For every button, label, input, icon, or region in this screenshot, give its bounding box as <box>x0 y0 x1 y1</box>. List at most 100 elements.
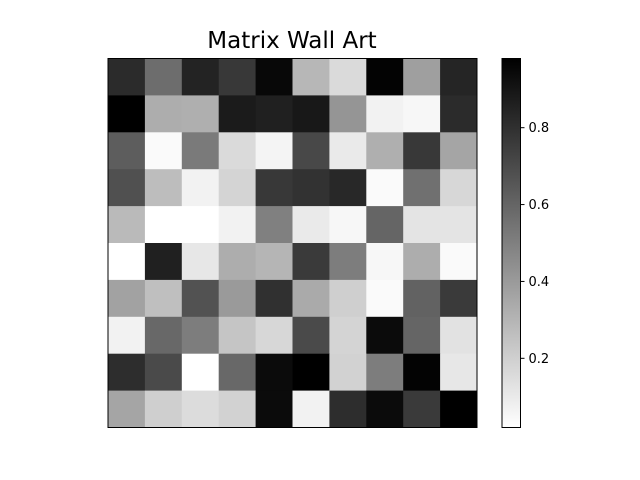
heatmap-cell-r2-c1 <box>144 132 183 170</box>
heatmap-cell-r0-c5 <box>292 58 330 96</box>
heatmap-cell-r1-c9 <box>440 95 478 133</box>
heatmap-cell-r5-c6 <box>329 243 367 281</box>
heatmap-cell-r2-c8 <box>403 132 441 170</box>
heatmap-cell-r9-c6 <box>329 390 367 428</box>
heatmap-cell-r3-c8 <box>403 169 441 207</box>
heatmap-cell-r9-c7 <box>366 390 404 428</box>
heatmap-cell-r7-c3 <box>218 316 256 355</box>
heatmap-cell-r9-c8 <box>403 390 441 428</box>
heatmap-cell-r2-c5 <box>292 132 330 170</box>
heatmap-cell-r5-c0 <box>108 243 146 281</box>
heatmap-cell-r2-c0 <box>108 132 146 170</box>
heatmap-cell-r1-c4 <box>255 95 293 133</box>
heatmap-cell-r7-c9 <box>440 316 478 355</box>
heatmap-cell-r8-c2 <box>181 353 220 391</box>
heatmap-cell-r5-c8 <box>403 243 441 281</box>
heatmap-cell-r2-c7 <box>366 132 404 170</box>
heatmap-cell-r4-c5 <box>292 206 330 244</box>
plot-frame <box>107 58 478 428</box>
heatmap-cell-r7-c4 <box>255 316 293 355</box>
heatmap-cell-r8-c1 <box>144 353 183 391</box>
heatmap-cell-r6-c7 <box>366 279 404 318</box>
heatmap-cell-r7-c1 <box>144 316 183 355</box>
heatmap-cell-r0-c3 <box>218 58 256 96</box>
heatmap-cell-r8-c4 <box>255 353 293 391</box>
heatmap-cell-r1-c5 <box>292 95 330 133</box>
heatmap-cell-r8-c8 <box>403 353 441 391</box>
heatmap-cell-r4-c2 <box>181 206 220 244</box>
heatmap-cell-r3-c6 <box>329 169 367 207</box>
colorbar-tick-label: 0.8 <box>529 121 550 136</box>
heatmap-cell-r5-c9 <box>440 243 478 281</box>
heatmap-cell-r6-c3 <box>218 279 256 318</box>
heatmap-cell-r2-c3 <box>218 132 256 170</box>
chart-title: Matrix Wall Art <box>207 28 376 54</box>
heatmap-cell-r1-c7 <box>366 95 404 133</box>
heatmap-cell-r3-c0 <box>108 169 146 207</box>
heatmap-cell-r8-c0 <box>108 353 146 391</box>
heatmap-cell-r8-c3 <box>218 353 256 391</box>
heatmap-cell-r1-c3 <box>218 95 256 133</box>
heatmap-cell-r6-c0 <box>108 279 146 318</box>
heatmap-cell-r9-c0 <box>108 390 146 428</box>
heatmap-cell-r6-c5 <box>292 279 330 318</box>
heatmap-cell-r0-c0 <box>108 58 146 96</box>
heatmap-cell-r0-c9 <box>440 58 478 96</box>
heatmap-cell-r2-c2 <box>181 132 220 170</box>
heatmap-cell-r7-c2 <box>181 316 220 355</box>
heatmap-cell-r0-c8 <box>403 58 441 96</box>
heatmap-cell-r7-c7 <box>366 316 404 355</box>
heatmap-cell-r9-c2 <box>181 390 220 428</box>
heatmap-cell-r0-c1 <box>144 58 183 96</box>
heatmap-cell-r5-c2 <box>181 243 220 281</box>
heatmap-cell-r3-c3 <box>218 169 256 207</box>
heatmap-cell-r1-c6 <box>329 95 367 133</box>
heatmap-cell-r5-c7 <box>366 243 404 281</box>
heatmap-cell-r1-c8 <box>403 95 441 133</box>
heatmap-cell-r9-c1 <box>144 390 183 428</box>
heatmap-cell-r3-c4 <box>255 169 293 207</box>
heatmap-cell-r4-c4 <box>255 206 293 244</box>
heatmap-cell-r0-c2 <box>181 58 220 96</box>
heatmap-cell-r8-c6 <box>329 353 367 391</box>
heatmap-cell-r4-c6 <box>329 206 367 244</box>
heatmap-cell-r9-c3 <box>218 390 256 428</box>
heatmap-cell-r5-c3 <box>218 243 256 281</box>
heatmap-cell-r5-c5 <box>292 243 330 281</box>
heatmap-cell-r2-c6 <box>329 132 367 170</box>
heatmap-cell-r2-c4 <box>255 132 293 170</box>
heatmap-cell-r3-c2 <box>181 169 220 207</box>
heatmap-cell-r9-c9 <box>440 390 478 428</box>
heatmap-cell-r0-c6 <box>329 58 367 96</box>
heatmap-cells <box>108 58 478 428</box>
heatmap-cell-r4-c7 <box>366 206 404 244</box>
colorbar-tick-label: 0.4 <box>529 275 550 290</box>
heatmap-cell-r8-c7 <box>366 353 404 391</box>
colorbar-tick-label: 0.2 <box>529 352 550 367</box>
heatmap-cell-r9-c5 <box>292 390 330 428</box>
heatmap-cell-r6-c9 <box>440 279 478 318</box>
heatmap-cell-r6-c1 <box>144 279 183 318</box>
heatmap-cell-r1-c0 <box>108 95 146 133</box>
heatmap-cell-r1-c2 <box>181 95 220 133</box>
heatmap-cell-r8-c9 <box>440 353 478 391</box>
heatmap-cell-r3-c9 <box>440 169 478 207</box>
heatmap-cell-r8-c5 <box>292 353 330 391</box>
heatmap-cell-r4-c1 <box>144 206 183 244</box>
heatmap-cell-r3-c5 <box>292 169 330 207</box>
heatmap-cell-r4-c0 <box>108 206 146 244</box>
heatmap-cell-r6-c8 <box>403 279 441 318</box>
heatmap-cell-r1-c1 <box>144 95 183 133</box>
heatmap-cell-r5-c4 <box>255 243 293 281</box>
heatmap-cell-r3-c1 <box>144 169 183 207</box>
heatmap-cell-r4-c3 <box>218 206 256 244</box>
heatmap-cell-r3-c7 <box>366 169 404 207</box>
heatmap-cell-r7-c8 <box>403 316 441 355</box>
colorbar-ticks: 0.2 0.4 0.6 0.8 <box>520 121 550 367</box>
heatmap-cell-r0-c7 <box>366 58 404 96</box>
heatmap-cell-r4-c8 <box>403 206 441 244</box>
colorbar <box>501 58 521 428</box>
heatmap-cell-r5-c1 <box>144 243 183 281</box>
heatmap-cell-r2-c9 <box>440 132 478 170</box>
